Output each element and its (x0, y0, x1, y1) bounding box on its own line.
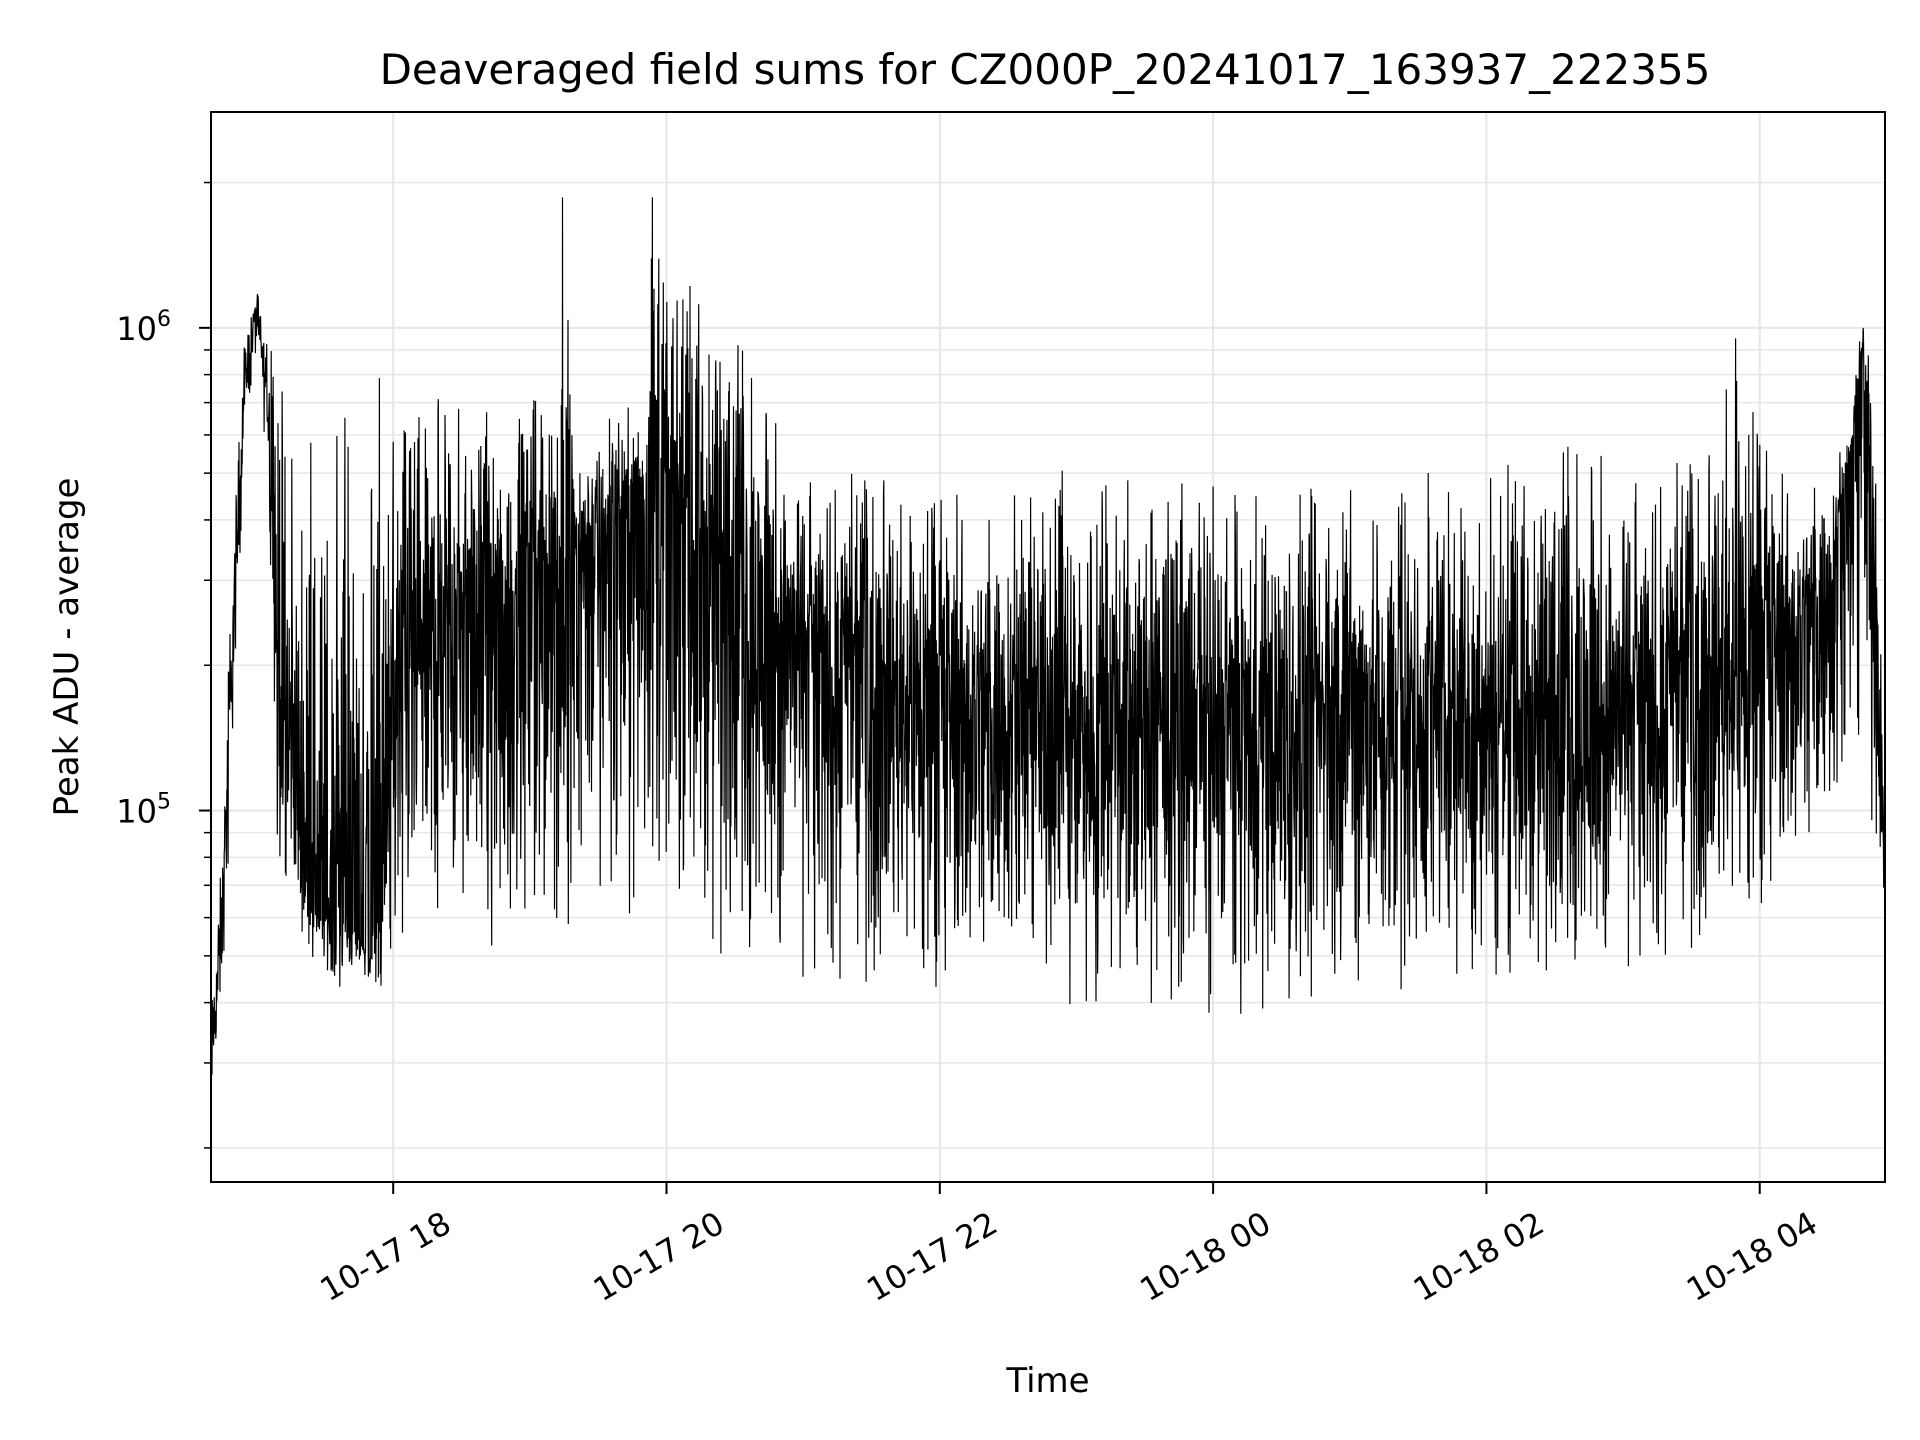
plot-frame (210, 111, 1886, 1183)
x-tick-label: 10-18 04 (1680, 1204, 1824, 1309)
x-axis-label: Time (1005, 1361, 1089, 1401)
y-axis-label: Peak ADU - average (47, 478, 87, 817)
x-tick-label: 10-17 18 (314, 1204, 458, 1309)
series-line (210, 197, 1886, 1075)
x-tick-label: 10-18 00 (1134, 1204, 1278, 1309)
x-axis-ticks: 10-17 18 10-17 20 10-17 22 10-18 00 10-18 02… (314, 1182, 1824, 1309)
y-tick-label: 105 (116, 790, 171, 831)
chart-title: Deaveraged field sums for CZ000P_2024101… (380, 45, 1711, 94)
data-series (210, 197, 1886, 1075)
y-tick-label: 106 (116, 307, 171, 348)
x-tick-label: 10-18 02 (1407, 1204, 1551, 1309)
x-tick-label: 10-17 20 (587, 1204, 731, 1309)
x-tick-label: 10-17 22 (860, 1204, 1004, 1309)
y-axis-ticks: 105 106 (116, 181, 211, 1149)
